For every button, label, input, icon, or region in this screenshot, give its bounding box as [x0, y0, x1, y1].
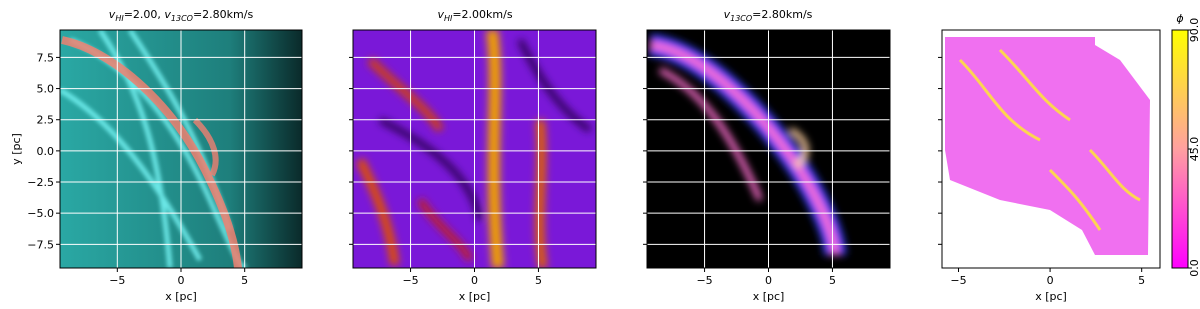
panel-title: vHI=2.00, v13CO=2.80km/s	[109, 8, 254, 23]
x-tick-label: 5	[1138, 274, 1145, 287]
title-part: v	[724, 8, 731, 21]
y-tick-label: 7.5	[37, 51, 55, 64]
x-tick-label: −5	[696, 274, 712, 287]
axes-frame	[59, 29, 303, 269]
title-sub: 13CO	[730, 14, 752, 23]
title-sub: HI	[444, 14, 453, 23]
title-part: =2.80km/s	[752, 8, 813, 21]
image-phi	[942, 30, 1160, 268]
x-tick-label: 5	[241, 274, 248, 287]
colorbar-tick-label: 90.0	[1188, 18, 1200, 43]
x-tick-label: 0	[471, 274, 478, 287]
title-part: v	[109, 8, 116, 21]
y-tick-label: −2.5	[27, 176, 54, 189]
axes-frame	[941, 29, 1161, 269]
colorbar-tick-label: 45.0	[1188, 137, 1200, 162]
x-tick-label: −5	[109, 274, 125, 287]
axes-frame	[352, 29, 597, 269]
panel-title: v13CO=2.80km/s	[724, 8, 813, 23]
x-tick-label: 5	[829, 274, 836, 287]
y-tick-label: 5.0	[37, 83, 55, 96]
axes-frame	[646, 29, 891, 269]
x-axis-label: x [pc]	[165, 290, 197, 303]
title-part: =2.00,	[124, 8, 165, 21]
y-tick-label: 0.0	[37, 145, 55, 158]
x-axis-label: x [pc]	[1035, 290, 1067, 303]
title-part: =2.00km/s	[452, 8, 513, 21]
x-tick-label: 0	[765, 274, 772, 287]
title-part: v	[164, 8, 171, 21]
y-axis-label: y [pc]	[10, 133, 23, 165]
title-part: =2.80km/s	[193, 8, 254, 21]
x-tick-label: −5	[402, 274, 418, 287]
y-tick-label: −5.0	[27, 207, 54, 220]
x-tick-label: −5	[950, 274, 966, 287]
colorbar-tick-label: 0.0	[1188, 259, 1200, 277]
x-axis-label: x [pc]	[753, 290, 785, 303]
title-part: v	[437, 8, 444, 21]
title-sub: 13CO	[171, 14, 193, 23]
x-tick-label: 0	[1047, 274, 1054, 287]
title-sub: HI	[115, 14, 124, 23]
colorbar-label: ϕ	[1176, 12, 1183, 25]
x-axis-label: x [pc]	[459, 290, 491, 303]
x-tick-label: 0	[178, 274, 185, 287]
x-tick-label: 5	[535, 274, 542, 287]
y-tick-label: 2.5	[37, 114, 55, 127]
y-tick-label: −7.5	[27, 238, 54, 251]
panel-title: vHI=2.00km/s	[437, 8, 512, 23]
colorbar	[1171, 29, 1189, 269]
